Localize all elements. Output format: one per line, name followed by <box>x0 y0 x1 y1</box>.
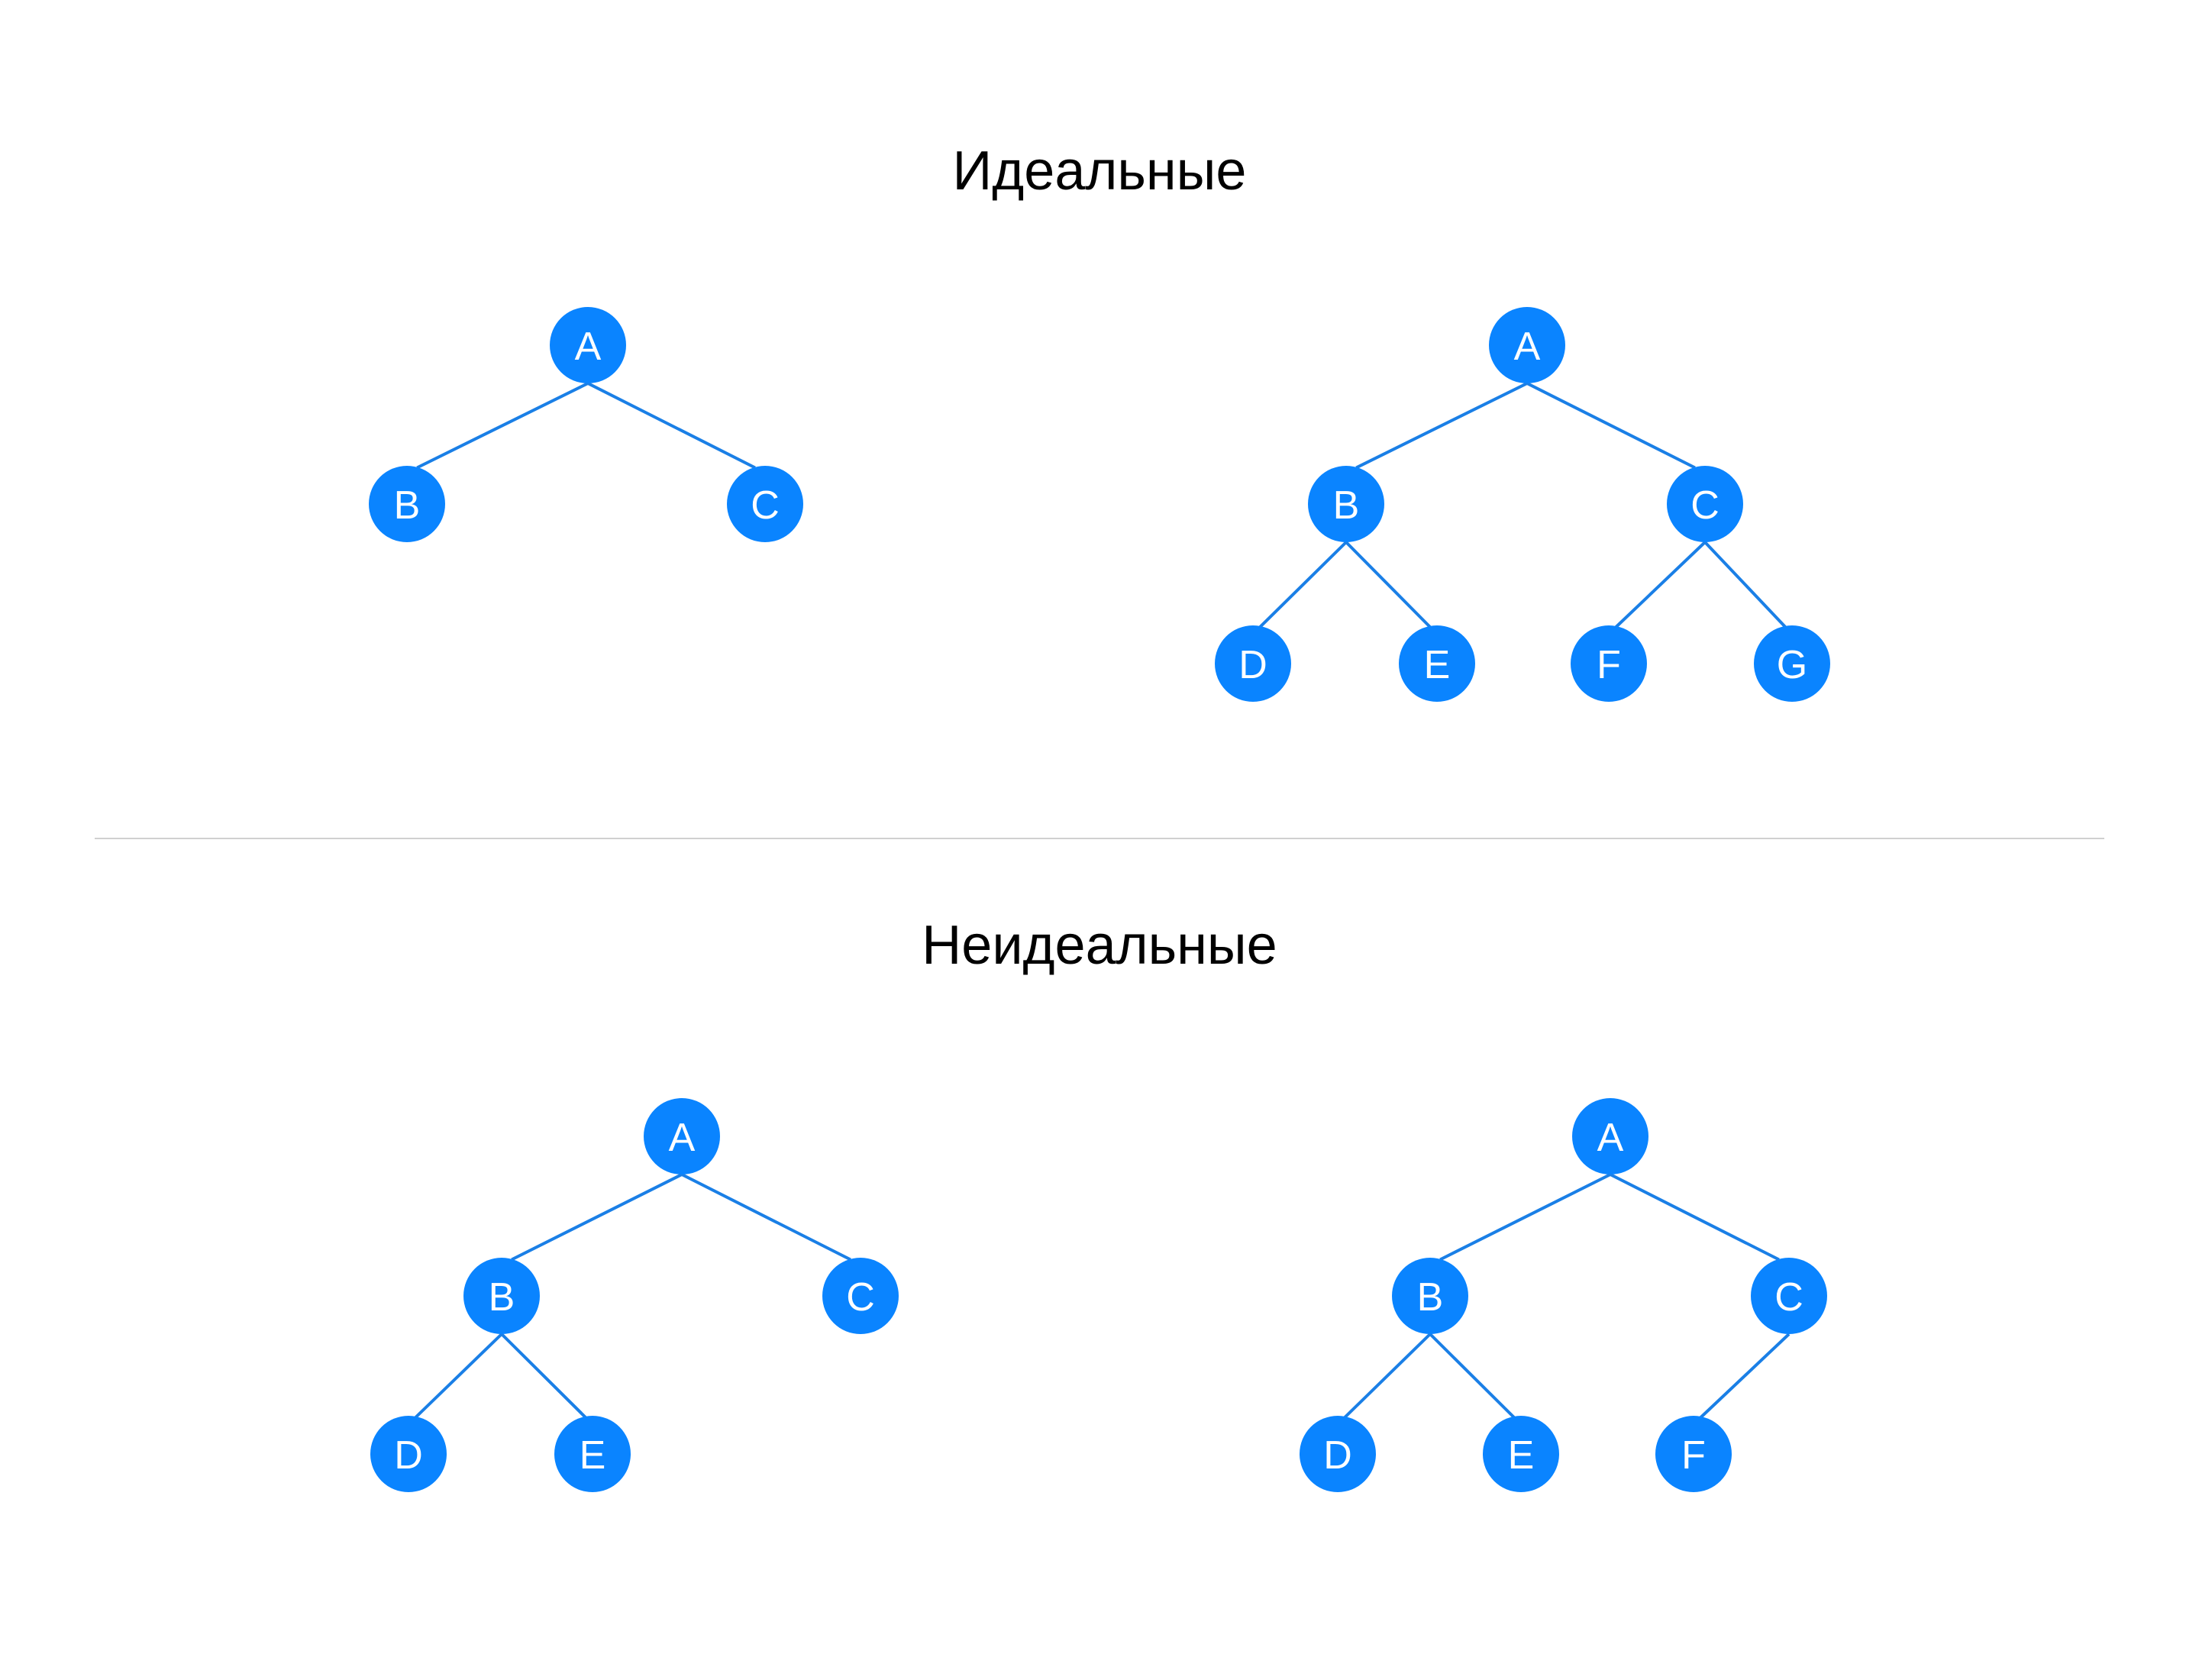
node-label: B <box>1333 483 1360 528</box>
edge-b-e <box>500 1333 587 1419</box>
node-circle <box>822 1258 899 1334</box>
edge-a-c <box>587 382 756 470</box>
node-f: F <box>1571 625 1647 702</box>
node-label: A <box>575 325 602 369</box>
node-e: E <box>554 1416 631 1492</box>
node-e: E <box>1483 1416 1559 1492</box>
node-circle <box>463 1258 540 1334</box>
node-circle <box>1300 1416 1376 1492</box>
node-circle <box>1572 1098 1648 1174</box>
node-d: D <box>1215 625 1291 702</box>
node-label: B <box>394 483 421 528</box>
edge-a-c <box>1526 382 1696 470</box>
node-label: E <box>580 1433 606 1478</box>
node-circle <box>370 1416 447 1492</box>
edge-a-b <box>511 1173 683 1262</box>
edge-b-d <box>414 1333 503 1419</box>
node-label: D <box>394 1433 423 1478</box>
node-circle <box>1392 1258 1468 1334</box>
node-label: A <box>1514 325 1541 369</box>
node-circle <box>1667 466 1743 542</box>
node-circle <box>1571 625 1647 702</box>
section-title-ideal: Идеальные <box>952 141 1247 202</box>
node-label: F <box>1597 643 1621 687</box>
node-label: G <box>1777 643 1807 687</box>
node-b: B <box>463 1258 540 1334</box>
node-label: F <box>1681 1433 1706 1478</box>
node-circle <box>1483 1416 1559 1492</box>
node-c: C <box>822 1258 899 1334</box>
node-circle <box>727 466 803 542</box>
node-e: E <box>1399 625 1475 702</box>
node-a: A <box>1489 307 1565 383</box>
edge-a-c <box>1610 1173 1780 1262</box>
node-label: A <box>669 1116 696 1160</box>
node-c: C <box>1667 466 1743 542</box>
node-label: C <box>846 1275 875 1320</box>
node-g: G <box>1754 625 1830 702</box>
edge-c-f <box>1699 1333 1791 1419</box>
edge-a-b <box>1355 382 1528 470</box>
node-circle <box>1399 625 1475 702</box>
edge-a-b <box>416 382 589 470</box>
node-circle <box>644 1098 720 1174</box>
node-circle <box>550 307 626 383</box>
section-divider <box>95 838 2104 839</box>
node-d: D <box>1300 1416 1376 1492</box>
node-label: D <box>1238 643 1267 687</box>
node-circle <box>369 466 445 542</box>
node-circle <box>1308 466 1384 542</box>
edge-b-d <box>1343 1333 1432 1419</box>
node-circle <box>1655 1416 1732 1492</box>
node-circle <box>1489 307 1565 383</box>
node-label: C <box>1774 1275 1803 1320</box>
node-label: B <box>489 1275 515 1320</box>
node-circle <box>1215 625 1291 702</box>
node-d: D <box>370 1416 447 1492</box>
node-a: A <box>1572 1098 1648 1174</box>
node-label: C <box>751 483 780 528</box>
node-b: B <box>1392 1258 1468 1334</box>
edge-b-e <box>1345 541 1432 628</box>
edge-b-e <box>1429 1333 1516 1419</box>
node-label: A <box>1597 1116 1624 1160</box>
section-title-nonideal: Неидеальные <box>922 915 1277 976</box>
edge-b-d <box>1258 541 1348 628</box>
node-c: C <box>1751 1258 1827 1334</box>
node-circle <box>1754 625 1830 702</box>
node-label: E <box>1508 1433 1535 1478</box>
edge-a-b <box>1439 1173 1611 1262</box>
node-label: C <box>1690 483 1719 528</box>
node-a: A <box>550 307 626 383</box>
node-b: B <box>369 466 445 542</box>
node-label: E <box>1424 643 1451 687</box>
node-b: B <box>1308 466 1384 542</box>
edge-a-c <box>681 1173 851 1262</box>
node-c: C <box>727 466 803 542</box>
edge-c-g <box>1703 541 1787 628</box>
node-circle <box>1751 1258 1827 1334</box>
node-label: B <box>1417 1275 1444 1320</box>
node-label: D <box>1323 1433 1352 1478</box>
node-a: A <box>644 1098 720 1174</box>
node-f: F <box>1655 1416 1732 1492</box>
edge-c-f <box>1614 541 1707 628</box>
node-circle <box>554 1416 631 1492</box>
